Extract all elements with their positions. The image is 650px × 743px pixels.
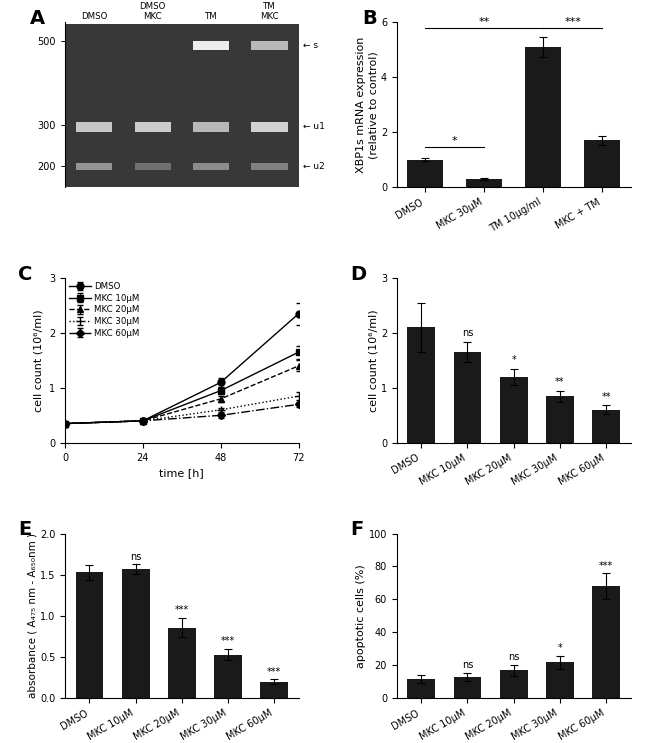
Text: ns: ns [130,551,141,562]
FancyBboxPatch shape [252,122,287,132]
Y-axis label: cell count (10⁶/ml): cell count (10⁶/ml) [33,309,44,412]
Bar [584,140,620,187]
FancyBboxPatch shape [252,41,287,50]
Bar [408,328,435,443]
Text: DMSO: DMSO [81,12,107,21]
Bar [467,179,502,187]
FancyBboxPatch shape [135,122,171,132]
Text: **: ** [601,392,611,401]
Text: TM: TM [205,12,217,21]
FancyBboxPatch shape [76,122,112,132]
Bar [500,377,528,443]
Text: ***: *** [599,561,613,571]
Y-axis label: absorbance ( A₄₇₅ nm - A₆₅₀nm ): absorbance ( A₄₇₅ nm - A₆₅₀nm ) [27,533,37,698]
Bar [500,670,528,698]
Y-axis label: apoptotic cells (%): apoptotic cells (%) [356,564,366,668]
Bar [525,47,561,187]
Bar [261,682,288,698]
FancyBboxPatch shape [193,41,229,50]
Text: ← u1: ← u1 [304,122,325,132]
FancyBboxPatch shape [135,163,171,170]
Bar [408,678,435,698]
Bar [122,569,150,698]
Y-axis label: cell count (10⁶/ml): cell count (10⁶/ml) [368,309,378,412]
Text: C: C [18,265,32,284]
FancyBboxPatch shape [252,163,287,170]
Text: ***: *** [221,637,235,646]
Text: ns: ns [462,661,473,670]
Text: A: A [30,9,45,28]
Bar [214,655,242,698]
Text: ← u2: ← u2 [304,162,325,171]
Text: **: ** [478,17,490,27]
Text: ns: ns [462,328,473,338]
Bar [546,396,574,443]
Bar [546,662,574,698]
Text: ns: ns [508,652,519,662]
Text: *: * [558,643,562,653]
Text: ***: *** [267,667,281,677]
Bar [454,677,482,698]
FancyBboxPatch shape [76,163,112,170]
Text: ***: *** [564,17,581,27]
Text: ← s: ← s [304,41,318,50]
Bar [168,628,196,698]
Bar [75,572,103,698]
Bar [592,586,620,698]
Text: DMSO
MKC: DMSO MKC [140,1,166,21]
Text: B: B [362,9,376,28]
Bar [408,160,443,187]
Text: **: ** [555,377,565,387]
FancyBboxPatch shape [193,163,229,170]
Text: TM
MKC: TM MKC [260,1,279,21]
Text: ***: *** [175,605,189,615]
X-axis label: time [h]: time [h] [159,468,204,478]
Legend: DMSO, MKC 10μM, MKC 20μM, MKC 30μM, MKC 60μM: DMSO, MKC 10μM, MKC 20μM, MKC 30μM, MKC … [70,282,140,337]
Text: F: F [350,520,363,539]
Bar [454,352,482,443]
Text: *: * [512,354,516,365]
Text: D: D [350,265,366,284]
Bar [592,410,620,443]
FancyBboxPatch shape [193,122,229,132]
Text: E: E [18,520,31,539]
Text: *: * [452,136,458,146]
Y-axis label: XBP1s mRNA expression
(relative to control): XBP1s mRNA expression (relative to contr… [356,36,378,173]
